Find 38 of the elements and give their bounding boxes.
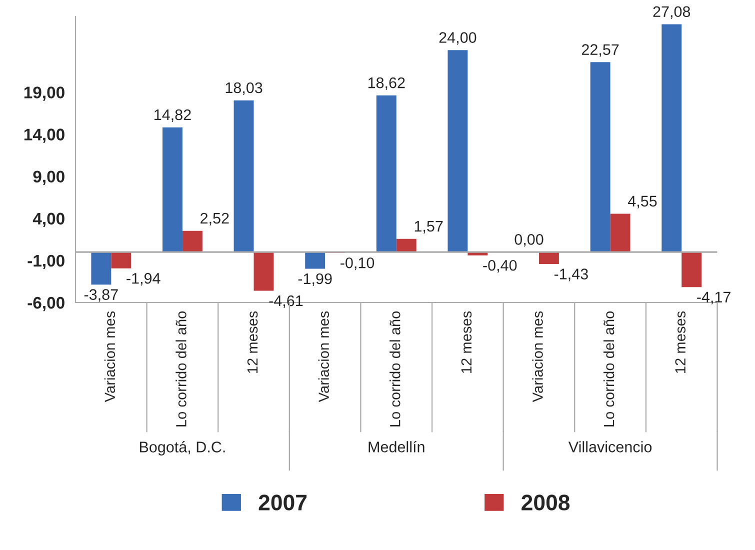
text: Bogotá, D.C. — [140, 441, 225, 456]
y-tick-label: -6,00 — [28, 296, 64, 312]
x-tick-label: 12 meses — [247, 311, 258, 373]
y-tick-label: 14,00 — [24, 128, 64, 143]
x-tick-label: Lo corrido del año — [176, 311, 186, 426]
y-tick-label: 4,00 — [32, 212, 64, 227]
x-tick-label: Variacion mes — [532, 311, 543, 402]
data-label: -1,99 — [298, 273, 332, 286]
text: Medellín — [368, 440, 424, 452]
data-label: -1,43 — [554, 268, 588, 282]
data-label: 0,00 — [514, 234, 544, 247]
data-label: 22,57 — [582, 44, 619, 57]
data-label: -4,17 — [697, 292, 730, 304]
data-label: -0,10 — [340, 257, 374, 270]
legend-label: 2008 — [522, 494, 570, 510]
data-label: 27,08 — [653, 6, 690, 19]
x-tick-label: 12 meses — [461, 311, 472, 373]
y-tick-label: 9,00 — [33, 170, 64, 185]
text: Villavicencio — [568, 441, 652, 452]
data-label: 24,00 — [439, 32, 476, 45]
data-label: 18,62 — [368, 77, 405, 90]
data-label: -0,40 — [483, 260, 517, 273]
data-label: 2,52 — [200, 212, 229, 226]
data-label: 4,55 — [628, 196, 657, 208]
x-tick-label: Variacion mes — [318, 311, 329, 402]
data-label: 18,03 — [226, 82, 262, 95]
data-label: -4,61 — [269, 295, 303, 308]
data-label: -1,94 — [126, 272, 160, 286]
x-tick-label: Variacion mes — [104, 311, 116, 402]
y-tick-label: -1,00 — [28, 254, 64, 270]
data-label: -3,87 — [84, 289, 118, 302]
x-tick-label: Lo corrido del año — [603, 311, 614, 426]
x-tick-label: 12 meses — [675, 311, 686, 373]
data-label: 14,82 — [154, 109, 191, 122]
data-label: 1,57 — [414, 220, 443, 234]
y-tick-label: 19,00 — [24, 86, 64, 101]
legend-label: 2007 — [258, 494, 307, 510]
x-tick-label: Lo corrido del año — [390, 311, 400, 426]
